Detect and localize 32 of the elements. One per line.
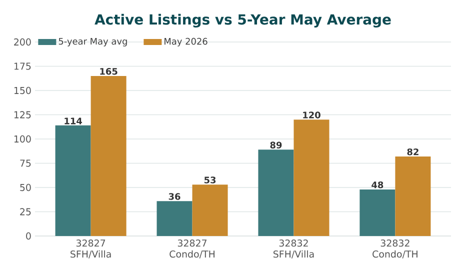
x-tick-label: 32832 SFH/Villa [274, 240, 314, 258]
y-tick-label: 175 [14, 62, 31, 70]
bar [258, 150, 294, 236]
y-tick-label: 125 [14, 111, 31, 118]
data-label: 48 [372, 181, 384, 188]
x-tick-label: 32832 Condo/TH [372, 240, 418, 258]
bar [156, 201, 192, 236]
bar [55, 125, 91, 236]
bar [90, 76, 126, 236]
data-label: 36 [168, 193, 180, 200]
y-tick-label: 150 [14, 86, 31, 94]
chart-title: Active Listings vs 5-Year May Average [94, 14, 391, 28]
y-tick-label: 50 [20, 184, 31, 192]
y-tick-label: 0 [26, 232, 31, 240]
data-label: 114 [64, 118, 82, 124]
data-label: 82 [407, 148, 418, 156]
x-tick-label: 32827 SFH/Villa [70, 240, 111, 258]
bar [395, 156, 431, 236]
bar [294, 120, 330, 236]
x-tick-label: 32827 Condo/TH [170, 240, 214, 258]
y-tick-label: 25 [20, 208, 31, 216]
data-label: 120 [303, 112, 320, 118]
legend-label: May 2026 [164, 38, 208, 46]
y-tick-label: 100 [14, 135, 31, 143]
y-tick-label: 200 [14, 38, 31, 46]
data-label: 53 [204, 176, 216, 184]
y-tick-label: 75 [20, 160, 31, 167]
data-label: 89 [270, 142, 282, 148]
data-label: 165 [100, 68, 118, 75]
legend-label: 5-year May avg [58, 38, 127, 46]
bar [360, 189, 396, 236]
bar [192, 184, 228, 236]
